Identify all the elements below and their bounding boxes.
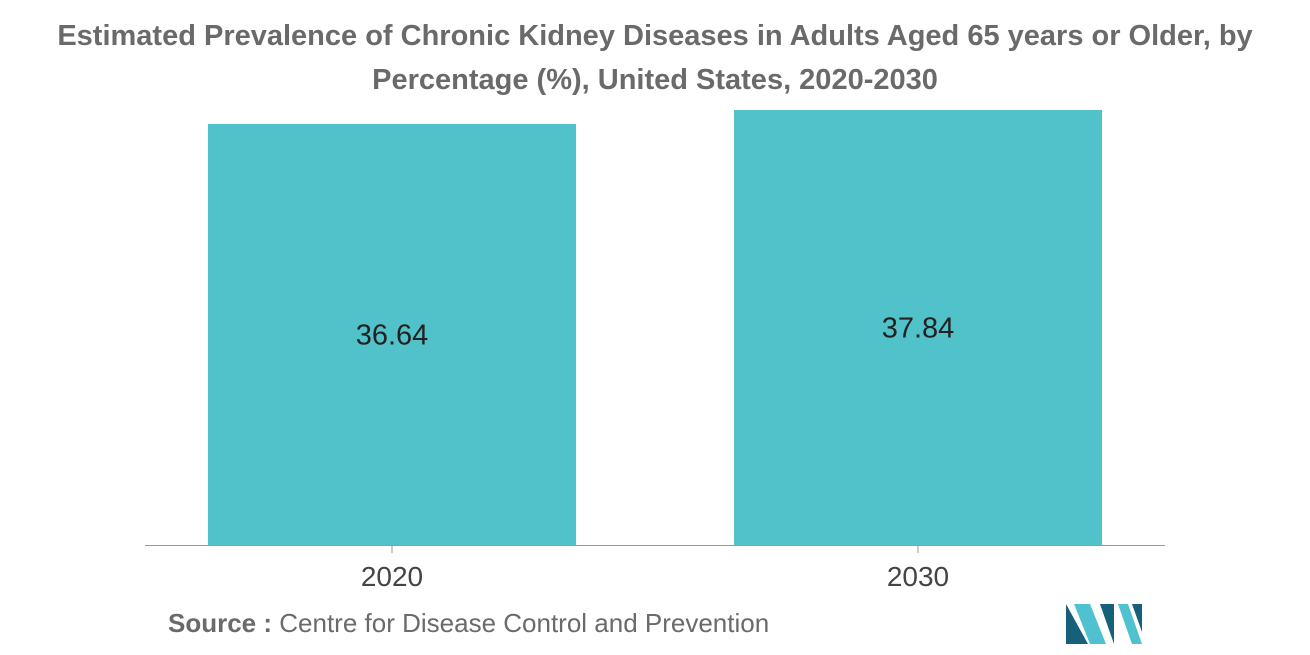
x-tick-label-2030: 2030 [887,561,949,592]
logo-shape-mid-a [1074,604,1106,644]
data-label-2020: 36.64 [356,320,429,352]
company-logo-icon [1066,604,1142,644]
data-label-2030: 37.84 [882,313,955,345]
chart-title-line-1: Estimated Prevalence of Chronic Kidney D… [57,20,1253,52]
logo-shape-mid-b [1100,604,1114,644]
bar-2020 [208,124,576,545]
source-text: Centre for Disease Control and Preventio… [279,608,770,638]
x-tick-label-2020: 2020 [361,561,423,592]
source-label: Source : [168,608,273,638]
source-note: Source : Centre for Disease Control and … [168,608,769,639]
chart-title-line-2: Percentage (%), United States, 2020-2030 [372,64,938,96]
logo-shape-right-a [1118,604,1142,644]
logo-shape-right-b [1132,604,1142,632]
bar-2030 [734,110,1102,545]
logo-shape-left [1066,604,1088,644]
chart-title: Estimated Prevalence of Chronic Kidney D… [0,14,1310,102]
bar-chart: 36.64 2020 37.84 2030 [145,110,1165,592]
